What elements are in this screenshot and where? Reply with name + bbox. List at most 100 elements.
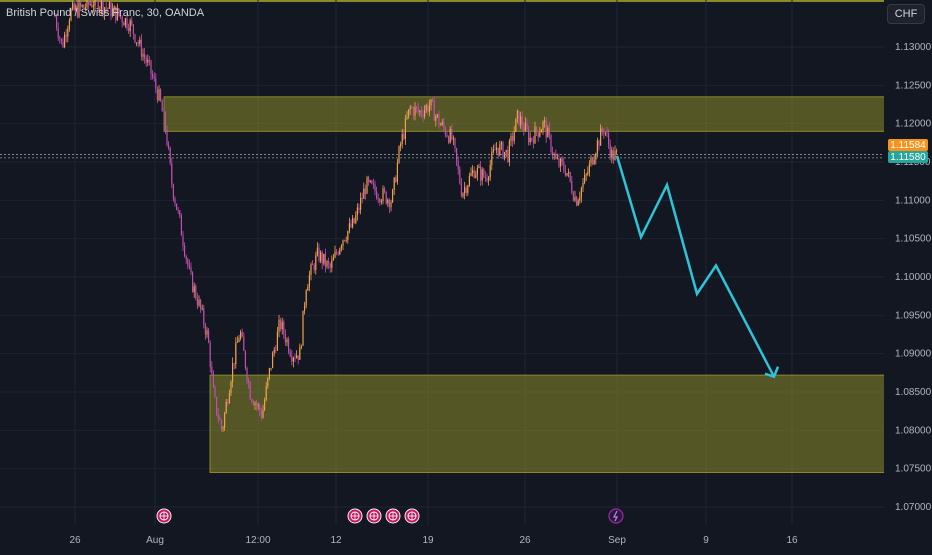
candle <box>137 42 139 44</box>
y-tick-label: 1.13000 <box>895 42 932 53</box>
flag-icon[interactable] <box>385 508 401 524</box>
candle <box>556 158 558 160</box>
candle <box>276 331 278 351</box>
time-axis[interactable] <box>0 528 884 550</box>
candle <box>89 4 91 6</box>
candle <box>593 159 595 165</box>
candle <box>344 240 346 241</box>
candle <box>470 172 472 176</box>
candle <box>393 177 395 191</box>
candle <box>604 132 606 134</box>
candle <box>246 368 248 382</box>
candle <box>483 169 485 177</box>
flag-icon[interactable] <box>347 508 363 524</box>
projection-path[interactable] <box>615 155 776 378</box>
candle <box>65 34 67 37</box>
candle <box>294 357 296 359</box>
candle <box>241 332 243 337</box>
candle <box>92 5 94 8</box>
candle <box>243 336 245 351</box>
flag-icon[interactable] <box>404 508 420 524</box>
candle <box>248 381 250 383</box>
x-tick-label: 9 <box>703 535 709 546</box>
x-tick-label: 12 <box>330 535 342 546</box>
candle <box>126 18 128 29</box>
candle <box>60 38 62 42</box>
candle <box>337 252 339 255</box>
candle <box>216 396 218 414</box>
candle <box>462 193 464 197</box>
candle <box>534 126 536 144</box>
candle <box>587 172 589 175</box>
candle <box>326 261 328 267</box>
candle <box>436 114 438 117</box>
candle <box>345 240 347 241</box>
candle <box>544 120 546 122</box>
x-tick-label: 26 <box>69 535 81 546</box>
candle <box>97 0 99 11</box>
candle <box>278 319 280 332</box>
candle <box>452 138 454 140</box>
candle <box>585 174 587 176</box>
candle <box>451 128 453 140</box>
candle <box>417 107 419 112</box>
candle <box>62 41 64 48</box>
candle <box>105 7 107 9</box>
candle <box>302 310 304 346</box>
candle <box>321 252 323 264</box>
candle <box>419 110 421 112</box>
candle <box>76 5 78 17</box>
candle <box>387 199 389 204</box>
candle <box>147 60 149 63</box>
candle <box>382 188 384 201</box>
lightning-icon[interactable] <box>608 508 624 524</box>
candle <box>331 260 333 268</box>
candle <box>571 181 573 193</box>
candle <box>212 372 214 388</box>
candle <box>113 6 115 9</box>
candle <box>164 112 166 131</box>
candle <box>611 150 613 158</box>
candle <box>529 137 531 143</box>
candle <box>598 140 600 146</box>
candle <box>168 144 170 148</box>
candle <box>315 255 317 270</box>
candle <box>56 16 58 28</box>
candle <box>560 158 562 167</box>
candle <box>72 3 74 10</box>
x-tick-label: 12:00 <box>245 535 270 546</box>
candle <box>342 240 344 246</box>
flag-icon[interactable] <box>366 508 382 524</box>
candle <box>524 123 526 132</box>
candle <box>457 160 459 170</box>
candle <box>580 187 582 197</box>
candle <box>350 223 352 228</box>
currency-button[interactable]: CHF <box>887 4 925 24</box>
candle <box>446 135 448 137</box>
candle <box>94 0 96 6</box>
candle <box>465 187 467 193</box>
candle <box>211 366 213 373</box>
candle <box>401 133 403 145</box>
candle <box>104 7 106 14</box>
candle <box>385 191 387 204</box>
symbol-legend[interactable]: British Pound / Swiss Franc, 30, OANDA <box>6 7 205 19</box>
candle <box>473 170 475 178</box>
candle <box>568 172 570 174</box>
candle <box>569 172 571 182</box>
candle <box>264 400 266 410</box>
candle <box>425 105 427 111</box>
candle <box>184 245 186 256</box>
candle <box>468 175 470 186</box>
zone-support[interactable] <box>209 374 887 473</box>
candle <box>254 403 256 406</box>
flag-icon[interactable] <box>156 508 172 524</box>
candle <box>251 399 253 402</box>
candle <box>161 100 163 112</box>
candle <box>406 116 408 119</box>
price-axis[interactable] <box>884 0 932 550</box>
candle <box>491 152 493 165</box>
candle <box>222 427 224 429</box>
